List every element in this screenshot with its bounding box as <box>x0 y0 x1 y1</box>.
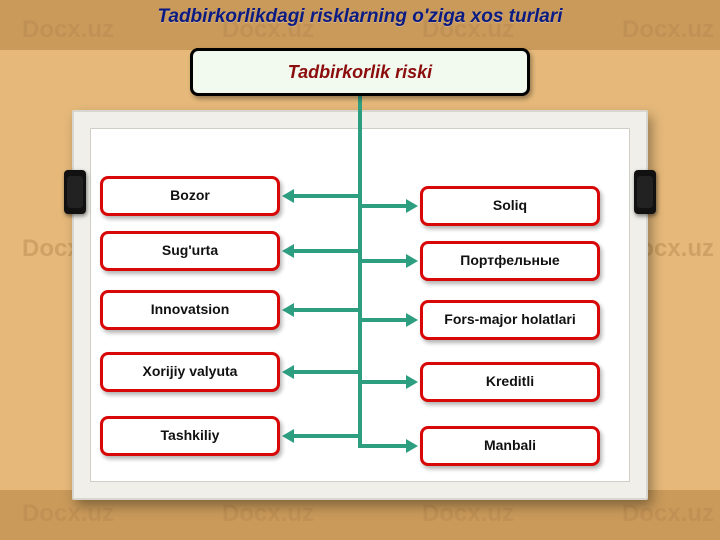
arrow-right-icon <box>406 439 418 453</box>
root-label: Tadbirkorlik riski <box>288 62 432 83</box>
arrow-right-icon <box>406 313 418 327</box>
node-label: Tashkiliy <box>161 428 220 443</box>
node-left-1: Sug'urta <box>100 231 280 271</box>
arrow-right-icon <box>406 199 418 213</box>
page-title: Tadbirkorlikdagi risklarning o'ziga xos … <box>0 6 720 28</box>
root-node: Tadbirkorlik riski <box>190 48 530 96</box>
branch-right <box>360 318 408 322</box>
node-label: Портфельные <box>460 253 559 268</box>
arrow-left-icon <box>282 303 294 317</box>
arrow-left-icon <box>282 189 294 203</box>
node-right-2: Fors-major holatlari <box>420 300 600 340</box>
branch-left <box>292 194 360 198</box>
arrow-right-icon <box>406 375 418 389</box>
node-right-1: Портфельные <box>420 241 600 281</box>
clip-right-icon <box>634 170 656 214</box>
trunk-line <box>358 96 362 448</box>
node-left-0: Bozor <box>100 176 280 216</box>
node-label: Soliq <box>493 198 527 213</box>
branch-right <box>360 259 408 263</box>
branch-left <box>292 370 360 374</box>
node-left-3: Xorijiy valyuta <box>100 352 280 392</box>
clip-left-icon <box>64 170 86 214</box>
branch-left <box>292 249 360 253</box>
branch-left <box>292 308 360 312</box>
node-right-0: Soliq <box>420 186 600 226</box>
node-left-2: Innovatsion <box>100 290 280 330</box>
branch-right <box>360 444 408 448</box>
node-label: Xorijiy valyuta <box>143 364 238 379</box>
node-label: Innovatsion <box>151 302 230 317</box>
node-right-3: Kreditli <box>420 362 600 402</box>
branch-right <box>360 204 408 208</box>
arrow-left-icon <box>282 365 294 379</box>
arrow-left-icon <box>282 429 294 443</box>
node-label: Kreditli <box>486 374 534 389</box>
branch-left <box>292 434 360 438</box>
node-label: Bozor <box>170 188 210 203</box>
node-label: Manbali <box>484 438 536 453</box>
arrow-right-icon <box>406 254 418 268</box>
node-label: Fors-major holatlari <box>444 312 575 327</box>
branch-right <box>360 380 408 384</box>
node-label: Sug'urta <box>162 243 218 258</box>
node-right-4: Manbali <box>420 426 600 466</box>
node-left-4: Tashkiliy <box>100 416 280 456</box>
arrow-left-icon <box>282 244 294 258</box>
